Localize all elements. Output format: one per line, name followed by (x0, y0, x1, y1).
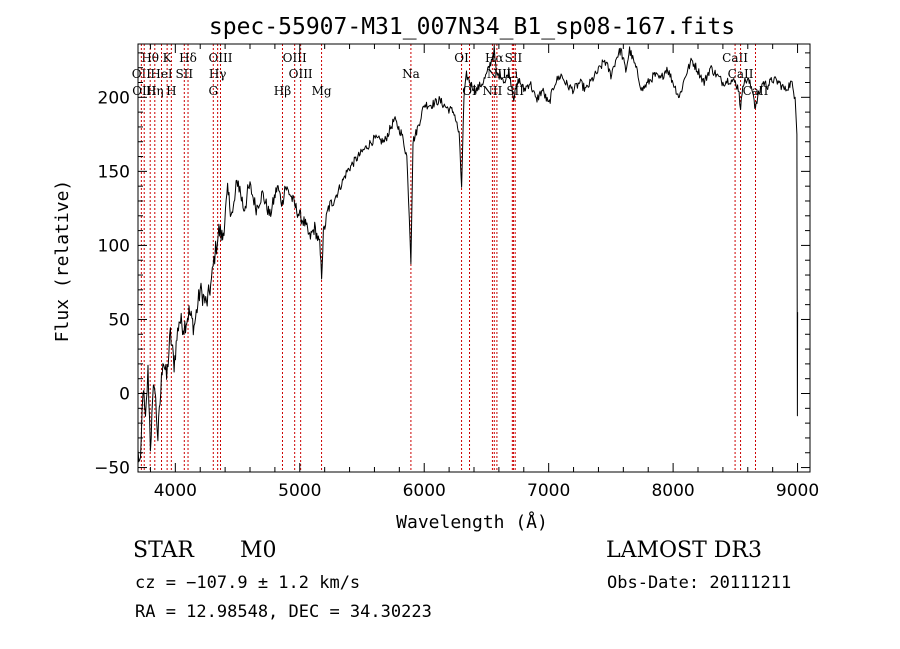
line-marker-label: OIII (283, 51, 307, 65)
line-marker-label: Mg (312, 84, 332, 98)
line-marker-label: SII (505, 51, 523, 65)
chart-title: spec-55907-M31_007N34_B1_sp08-167.fits (209, 14, 735, 40)
line-marker-label: Hγ (209, 67, 227, 81)
plot-frame (137, 43, 811, 473)
line-marker-label: SII (175, 67, 193, 81)
y-tick-label: −50 (94, 459, 130, 479)
x-tick-label: 6000 (403, 481, 446, 501)
y-tick-label: 50 (108, 310, 130, 330)
y-tick-label: 150 (98, 162, 130, 182)
spectrum-line (137, 45, 799, 463)
line-marker-label: H (166, 84, 176, 98)
line-marker-label: CaII (743, 84, 769, 98)
line-marker-label: OIII (289, 67, 313, 81)
line-marker-label: Hα (485, 51, 504, 65)
line-marker-label: K (163, 51, 173, 65)
obs-date: Obs-Date: 20111211 (607, 573, 792, 593)
x-tick-label: 9000 (776, 481, 819, 501)
object-class: STAR (133, 538, 194, 563)
line-marker-label: G (208, 84, 218, 98)
x-tick-label: 5000 (278, 481, 321, 501)
line-marker-label: CaII (728, 67, 754, 81)
y-tick-label: 200 (98, 88, 130, 108)
line-marker-label: OI (454, 51, 469, 65)
x-tick-label: 7000 (527, 481, 570, 501)
x-tick-label: 4000 (154, 481, 197, 501)
x-tick-label: 8000 (651, 481, 694, 501)
y-tick-label: 0 (119, 385, 130, 405)
redshift-cz: cz = −107.9 ± 1.2 km/s (135, 573, 361, 593)
coordinates: RA = 12.98548, DEC = 34.30223 (135, 602, 432, 622)
line-marker-label: OI (462, 84, 477, 98)
object-subclass: M0 (240, 538, 277, 563)
line-marker-label: CaII (722, 51, 748, 65)
y-tick-label: 100 (98, 236, 130, 256)
x-axis-label: Wavelength (Å) (396, 511, 548, 533)
axis-ticks: 4000 5000 6000 7000 8000 9000 −50 0 50 100 150 200 (94, 44, 819, 501)
line-marker-label: OIII (208, 51, 232, 65)
line-marker-label: NII (482, 84, 502, 98)
survey-name: LAMOST DR3 (606, 538, 762, 563)
line-marker-label: Hη (146, 84, 164, 98)
line-marker-label: Hβ (274, 84, 291, 98)
line-marker-label: HeI (150, 67, 173, 81)
line-marker-label: Hδ (179, 51, 197, 65)
line-marker-label: Na (402, 67, 420, 81)
line-marker-label: Li (506, 67, 518, 81)
line-marker-label: OII (132, 67, 152, 81)
y-axis-label: Flux (relative) (52, 180, 73, 343)
